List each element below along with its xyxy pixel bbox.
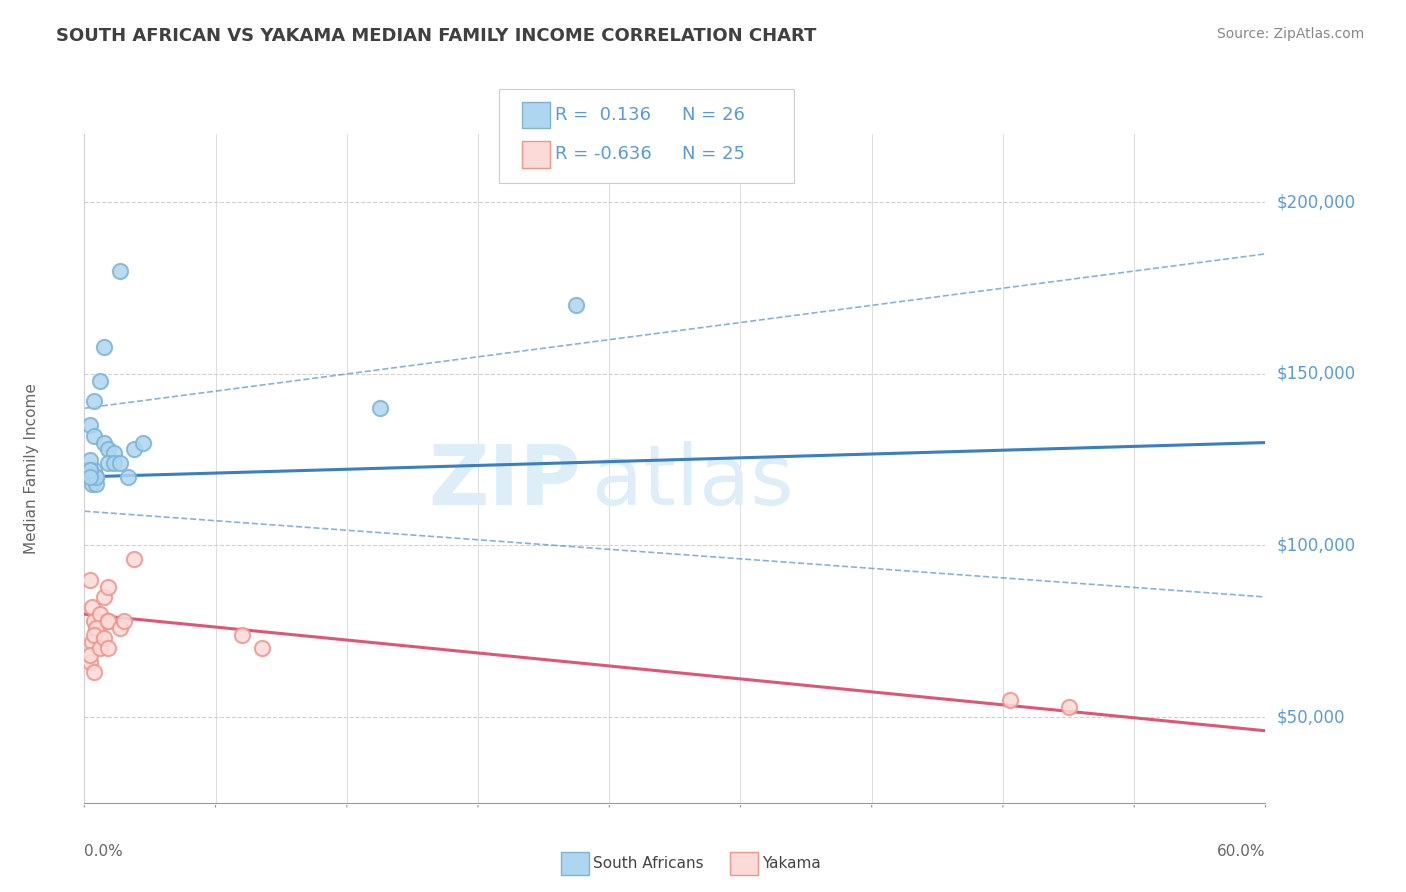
Point	[93, 339, 115, 353]
Point	[89, 607, 111, 621]
Point	[122, 552, 145, 566]
Text: $150,000: $150,000	[1277, 365, 1355, 383]
Text: SOUTH AFRICAN VS YAKAMA MEDIAN FAMILY INCOME CORRELATION CHART: SOUTH AFRICAN VS YAKAMA MEDIAN FAMILY IN…	[56, 27, 817, 45]
Point	[89, 641, 111, 656]
Text: N = 26: N = 26	[682, 106, 745, 124]
Text: Yakama: Yakama	[762, 856, 821, 871]
Point	[79, 463, 101, 477]
Text: ZIP: ZIP	[427, 442, 581, 522]
Point	[84, 470, 107, 484]
Point	[84, 470, 107, 484]
Point	[97, 580, 120, 594]
Point	[83, 628, 105, 642]
Point	[1057, 699, 1080, 714]
Point	[117, 470, 139, 484]
Point	[82, 600, 104, 615]
Point	[79, 452, 101, 467]
Point	[82, 634, 104, 648]
Point	[83, 614, 105, 628]
Point	[565, 298, 588, 312]
Point	[97, 614, 120, 628]
Point	[103, 446, 125, 460]
Text: R = -0.636: R = -0.636	[555, 145, 652, 163]
Point	[79, 470, 101, 484]
Point	[103, 456, 125, 470]
Point	[93, 435, 115, 450]
Text: $200,000: $200,000	[1277, 194, 1355, 211]
Point	[79, 648, 101, 663]
Point	[368, 401, 391, 416]
Point	[231, 628, 253, 642]
Text: N = 25: N = 25	[682, 145, 745, 163]
Point	[84, 621, 107, 635]
Text: 0.0%: 0.0%	[84, 844, 124, 859]
Point	[83, 394, 105, 409]
Point	[97, 442, 120, 457]
Text: South Africans: South Africans	[593, 856, 704, 871]
Point	[79, 573, 101, 587]
Point	[97, 614, 120, 628]
Point	[122, 442, 145, 457]
Point	[132, 435, 155, 450]
Point	[79, 655, 101, 669]
Point	[108, 264, 131, 278]
Point	[998, 693, 1021, 707]
Text: Median Family Income: Median Family Income	[24, 383, 39, 554]
Point	[82, 476, 104, 491]
Text: R =  0.136: R = 0.136	[555, 106, 651, 124]
Text: 60.0%: 60.0%	[1218, 844, 1265, 859]
Point	[97, 456, 120, 470]
Point	[83, 463, 105, 477]
Point	[97, 641, 120, 656]
Point	[84, 476, 107, 491]
Point	[83, 665, 105, 680]
Text: $100,000: $100,000	[1277, 536, 1355, 555]
Point	[79, 463, 101, 477]
Point	[93, 631, 115, 645]
Text: atlas: atlas	[592, 442, 794, 522]
Point	[112, 614, 135, 628]
Point	[108, 621, 131, 635]
Point	[79, 418, 101, 433]
Point	[83, 428, 105, 442]
Text: $50,000: $50,000	[1277, 708, 1346, 726]
Text: Source: ZipAtlas.com: Source: ZipAtlas.com	[1216, 27, 1364, 41]
Point	[89, 374, 111, 388]
Point	[89, 628, 111, 642]
Point	[108, 456, 131, 470]
Point	[250, 641, 273, 656]
Point	[93, 590, 115, 604]
